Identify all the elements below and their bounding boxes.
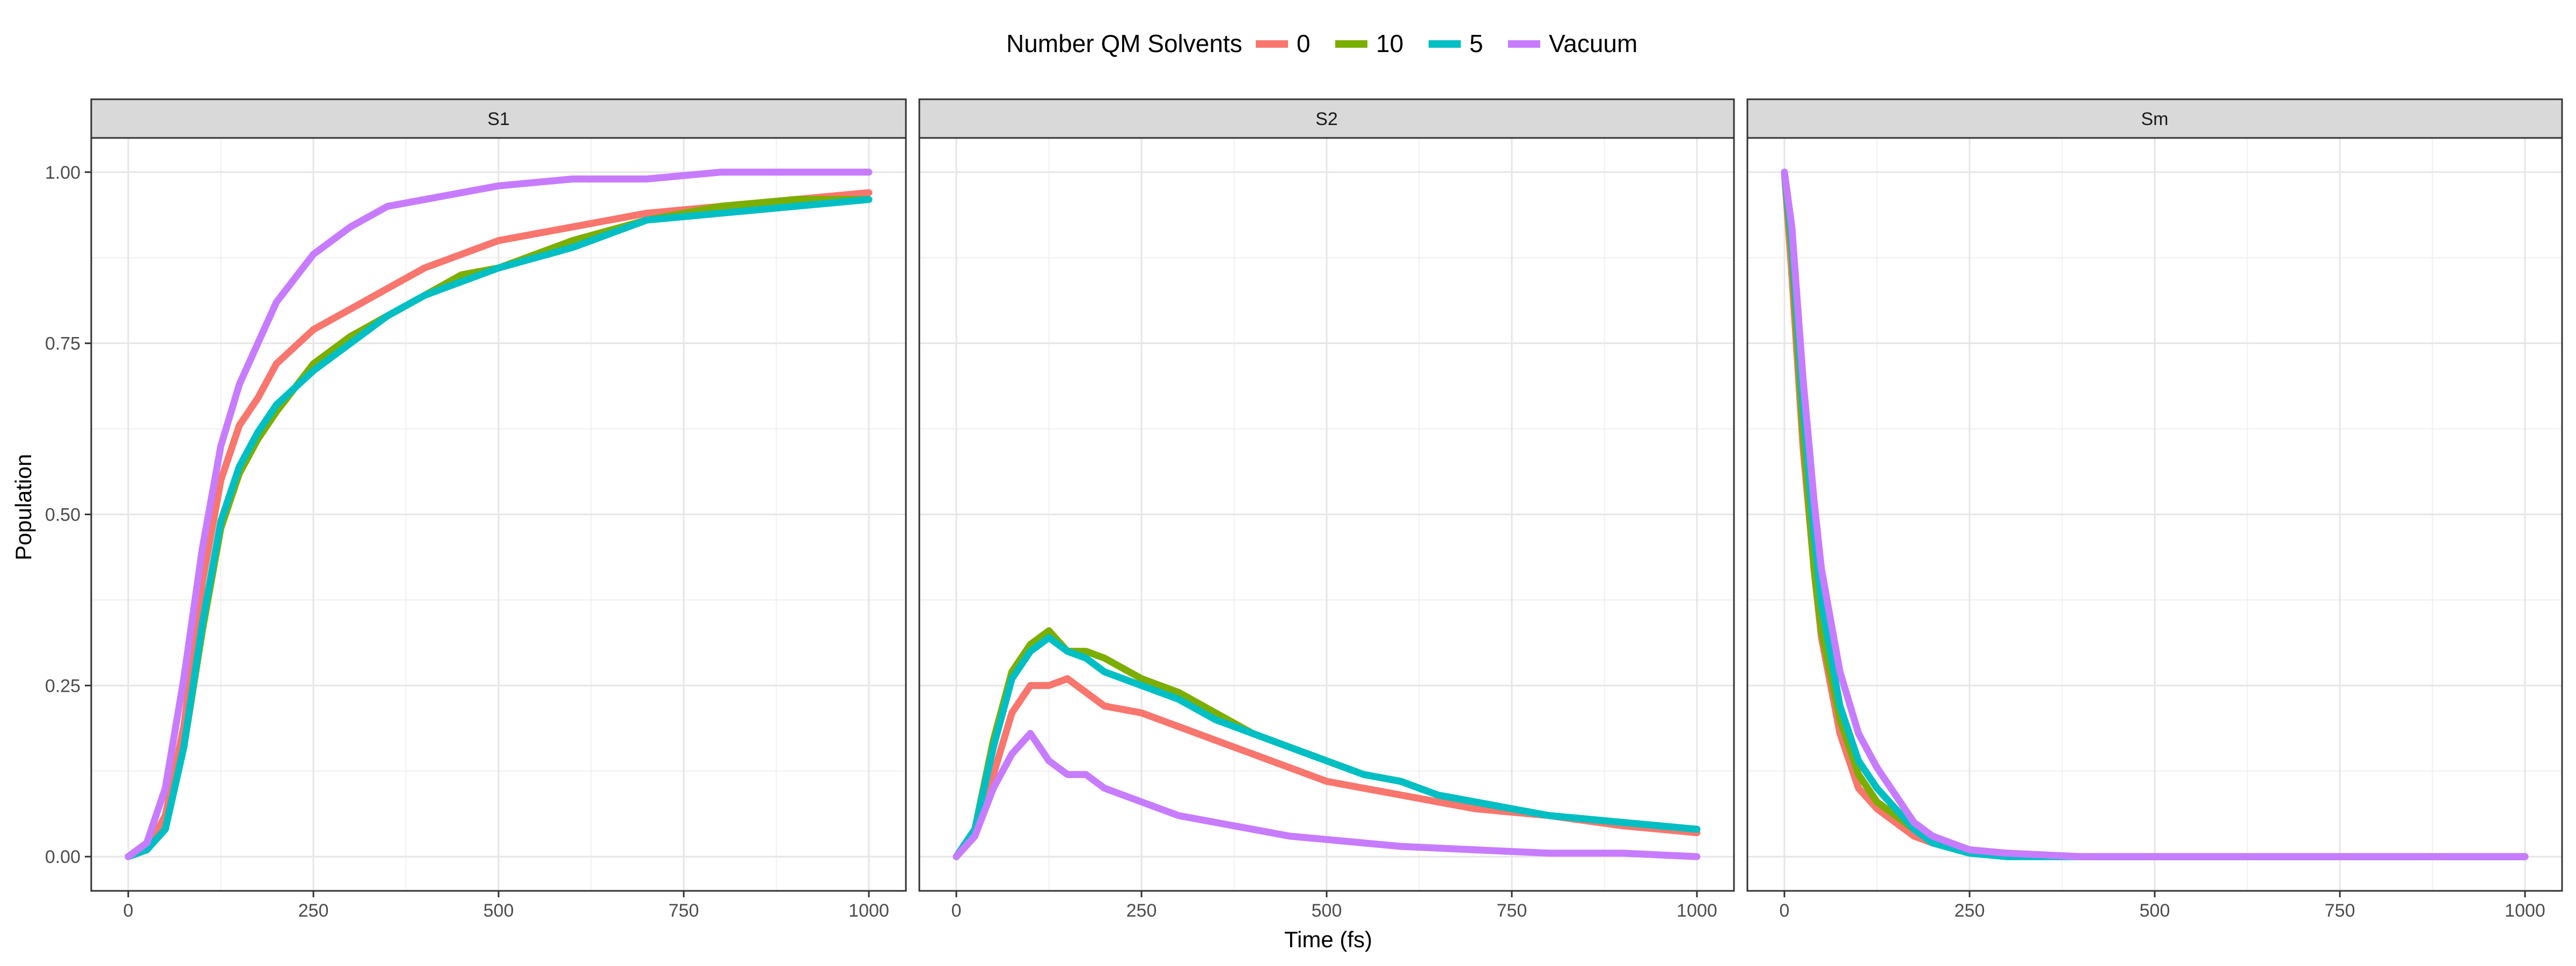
legend-title: Number QM Solvents bbox=[1006, 30, 1242, 57]
x-tick-label: 500 bbox=[484, 901, 514, 921]
series-s2-vacuum bbox=[953, 730, 1701, 860]
legend-label-0: 0 bbox=[1297, 30, 1311, 57]
y-tick-label: 0.50 bbox=[45, 505, 80, 525]
legend-label-vacuum: Vacuum bbox=[1549, 30, 1637, 57]
x-tick-label: 250 bbox=[298, 901, 329, 921]
strip-label-s1: S1 bbox=[487, 109, 510, 129]
series-s2-0 bbox=[953, 675, 1701, 860]
x-tick-label: 1000 bbox=[1677, 901, 1717, 921]
x-tick-label: 250 bbox=[1955, 901, 1985, 921]
legend-label-10: 10 bbox=[1376, 30, 1403, 57]
x-tick-label: 0 bbox=[952, 901, 962, 921]
strip-s2 bbox=[918, 98, 1735, 139]
series-s1-5 bbox=[125, 196, 873, 860]
strip-sm bbox=[1746, 98, 2563, 139]
legend-items: 0 10 5 Vacuum bbox=[1256, 30, 1637, 57]
strip-label-sm: Sm bbox=[2141, 109, 2169, 129]
series-sm-vacuum bbox=[1781, 169, 2529, 860]
panel-s2: S2 0 250 500 750 1000 bbox=[918, 98, 1735, 921]
panel-sm: Sm 0 250 500 750 1000 bbox=[1746, 98, 2563, 921]
y-tick-label: 1.00 bbox=[45, 163, 80, 183]
x-tick-label: 750 bbox=[1497, 901, 1527, 921]
strip-label-s2: S2 bbox=[1315, 109, 1338, 129]
x-tick-label: 750 bbox=[669, 901, 699, 921]
series-s2-5 bbox=[953, 634, 1701, 860]
y-tick-label: 0.00 bbox=[45, 847, 80, 867]
legend: Number QM Solvents 0 10 5 Vacuum bbox=[1006, 30, 1637, 57]
x-tick-label: 750 bbox=[2325, 901, 2355, 921]
panels: S1 0 250 500 750 1000 0.00 0.25 0.50 0.75 1.00 S2 0 2… bbox=[45, 98, 2563, 921]
x-tick-label: 1000 bbox=[848, 901, 889, 921]
series-s1-0 bbox=[125, 189, 873, 860]
series-s1-vacuum bbox=[125, 169, 873, 860]
strip-s1 bbox=[90, 98, 907, 139]
x-tick-label: 500 bbox=[1312, 901, 1342, 921]
x-tick-label: 1000 bbox=[2505, 901, 2545, 921]
y-tick-label: 0.25 bbox=[45, 676, 80, 696]
panel-s1: S1 0 250 500 750 1000 0.00 0.25 0.50 0.75 1.00 bbox=[45, 98, 907, 921]
x-tick-label: 250 bbox=[1126, 901, 1157, 921]
legend-label-5: 5 bbox=[1469, 30, 1483, 57]
x-tick-label: 0 bbox=[123, 901, 134, 921]
y-tick-label: 0.75 bbox=[45, 334, 80, 354]
x-axis-title: Time (fs) bbox=[1284, 927, 1372, 952]
y-axis-title: Population bbox=[11, 454, 36, 561]
x-tick-label: 0 bbox=[1780, 901, 1790, 921]
x-tick-label: 500 bbox=[2140, 901, 2170, 921]
